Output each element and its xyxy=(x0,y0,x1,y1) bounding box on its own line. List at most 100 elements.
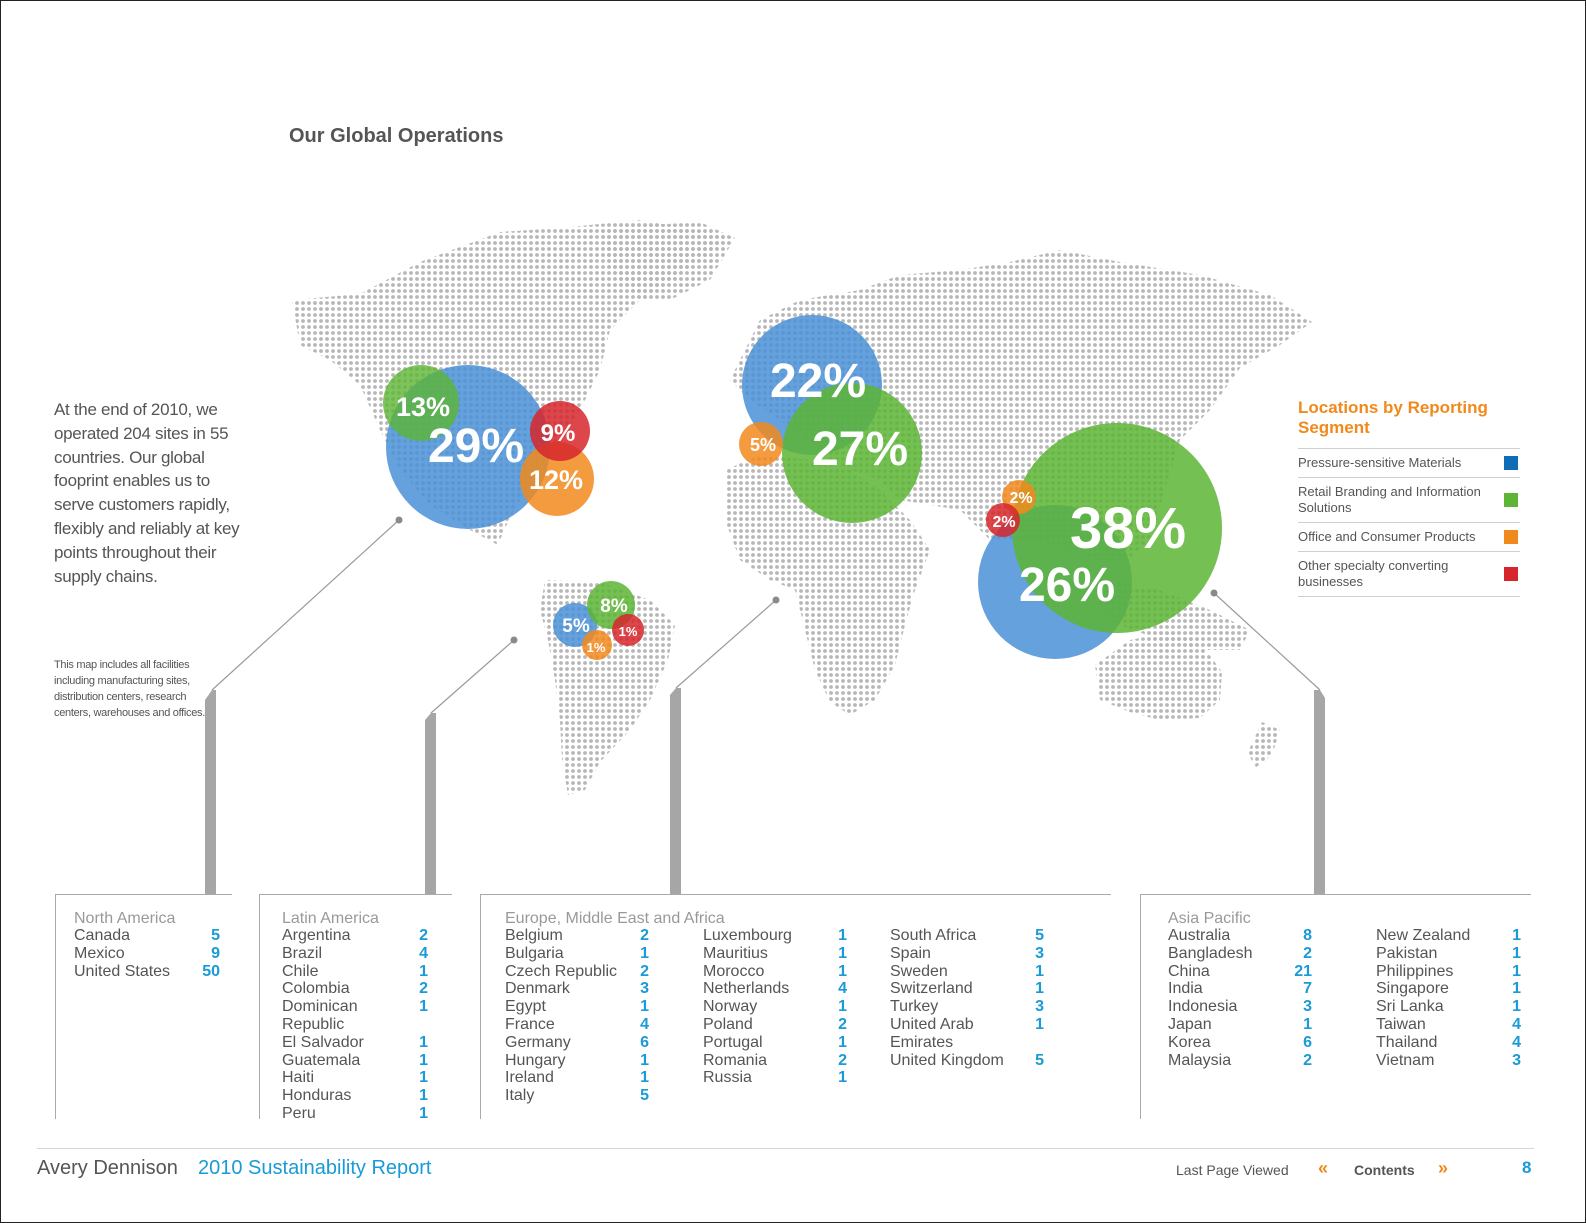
site-count: 1 xyxy=(838,944,847,962)
bubble-emea-green xyxy=(782,383,922,523)
country-row: Peru 1 xyxy=(282,1105,428,1123)
country-name: Honduras xyxy=(282,1087,352,1105)
country-row: Korea 6 xyxy=(1168,1034,1312,1052)
site-count: 8 xyxy=(1303,927,1312,944)
label-emea-5: 5% xyxy=(750,435,776,455)
legend-item-pressure-sensitive: Pressure-sensitive Materials xyxy=(1298,448,1520,478)
country-row: Malaysia 2 xyxy=(1168,1052,1312,1070)
bubble-la-red xyxy=(612,614,644,646)
leader-dot-emea xyxy=(772,596,780,604)
bubble-emea-orange xyxy=(739,422,783,466)
country-name: France xyxy=(505,1015,555,1033)
site-count: 1 xyxy=(419,1033,428,1051)
site-count: 2 xyxy=(419,980,428,998)
label-na-13: 13% xyxy=(396,392,450,422)
country-name: Philippines xyxy=(1376,962,1454,980)
site-count: 1 xyxy=(419,1104,428,1122)
previous-chevron-icon[interactable]: « xyxy=(1318,1158,1329,1178)
brand-name: Avery Dennison xyxy=(37,1157,178,1179)
site-count: 5 xyxy=(640,1087,649,1105)
country-name: Belgium xyxy=(505,927,563,944)
country-name: Russia xyxy=(703,1069,752,1087)
country-row: Germany 6 xyxy=(505,1034,649,1052)
country-name: Netherlands xyxy=(703,980,790,998)
site-count: 2 xyxy=(1303,1051,1312,1069)
country-row: Spain 3 xyxy=(890,945,1044,963)
post-emea xyxy=(670,688,681,895)
site-count: 6 xyxy=(1303,1033,1312,1051)
country-row: Chile 1 xyxy=(282,963,428,981)
label-ap-38: 38% xyxy=(1070,496,1186,561)
label-na-29: 29% xyxy=(428,420,524,473)
legend-item-label: Other specialty converting businesses xyxy=(1298,558,1449,589)
legend-item-label: Retail Branding and Information Solution… xyxy=(1298,484,1481,515)
last-page-viewed-link[interactable]: Last Page Viewed xyxy=(1176,1162,1289,1178)
bubble-na-orange xyxy=(520,442,594,516)
country-name: Ireland xyxy=(505,1069,554,1087)
site-count: 4 xyxy=(419,944,428,962)
country-name: Singapore xyxy=(1376,980,1449,998)
country-name: United Arab Emirates xyxy=(890,1015,974,1051)
country-row: Hungary 1 xyxy=(505,1052,649,1070)
label-na-12: 12% xyxy=(529,465,583,495)
country-row: Denmark 3 xyxy=(505,980,649,998)
leader-asia-pacific xyxy=(1213,592,1321,691)
site-count: 1 xyxy=(640,998,649,1016)
site-count: 2 xyxy=(640,927,649,944)
country-row: Singapore 1 xyxy=(1376,980,1521,998)
label-emea-27: 27% xyxy=(812,423,908,476)
country-name: Mexico xyxy=(74,944,125,962)
site-count: 2 xyxy=(1303,944,1312,962)
site-count: 1 xyxy=(640,1069,649,1087)
contents-link[interactable]: Contents xyxy=(1354,1162,1415,1178)
intro-text: At the end of 2010, we operated 204 site… xyxy=(54,400,240,586)
country-name: Korea xyxy=(1168,1033,1211,1051)
country-name: Indonesia xyxy=(1168,998,1238,1016)
country-row: Egypt 1 xyxy=(505,998,649,1016)
country-row: Morocco 1 xyxy=(703,963,847,981)
legend-item-label: Office and Consumer Products xyxy=(1298,529,1476,544)
post-asia-pacific xyxy=(1314,690,1325,895)
country-row: Brazil 4 xyxy=(282,945,428,963)
label-la-1a: 1% xyxy=(587,640,606,655)
region-asia-pacific: Asia Pacific Australia 8 Bangladesh 2 China 2… xyxy=(1140,894,1531,1119)
label-la-1b: 1% xyxy=(619,624,638,639)
country-row: El Salvador 1 xyxy=(282,1034,428,1052)
country-row: Haiti 1 xyxy=(282,1069,428,1087)
country-name: United Kingdom xyxy=(890,1051,1004,1069)
site-count: 1 xyxy=(419,1051,428,1069)
site-count: 1 xyxy=(1512,962,1521,980)
country-row: Romania 2 xyxy=(703,1052,847,1070)
country-name: Norway xyxy=(703,998,758,1016)
post-north-america xyxy=(205,690,216,895)
country-name: Romania xyxy=(703,1051,768,1069)
site-count: 4 xyxy=(640,1015,649,1033)
bubble-labels: 29% 13% 9% 12% 5% 8% 1% 1% 22% 27% 5% 38… xyxy=(396,355,1186,655)
country-row: United States 50 xyxy=(74,963,220,981)
next-chevron-icon[interactable]: » xyxy=(1438,1158,1449,1178)
country-name: Switzerland xyxy=(890,980,973,998)
site-count: 1 xyxy=(1035,980,1044,998)
country-name: Morocco xyxy=(703,962,765,980)
site-count: 2 xyxy=(838,1051,847,1069)
country-name: Hungary xyxy=(505,1051,566,1069)
report-title-link[interactable]: 2010 Sustainability Report xyxy=(198,1157,432,1179)
country-row: Argentina 2 xyxy=(282,927,428,945)
country-name: Argentina xyxy=(282,927,351,944)
site-count: 4 xyxy=(1512,1033,1521,1051)
leader-dot-latin-america xyxy=(510,636,518,644)
legend-title: Locations by Reporting Segment xyxy=(1298,398,1488,437)
country-name: Spain xyxy=(890,944,931,962)
country-row: Guatemala 1 xyxy=(282,1052,428,1070)
country-row: Canada 5 xyxy=(74,927,220,945)
country-name: United States xyxy=(74,962,171,980)
label-ap-2a: 2% xyxy=(1009,490,1032,507)
country-name: Egypt xyxy=(505,998,546,1016)
country-row: New Zealand 1 xyxy=(1376,927,1521,945)
country-row: Turkey 3 xyxy=(890,998,1044,1016)
legend-swatch-red xyxy=(1504,567,1518,581)
page-number: 8 xyxy=(1522,1158,1532,1177)
legend-swatch-blue xyxy=(1504,456,1518,470)
country-row: Mexico 9 xyxy=(74,945,220,963)
